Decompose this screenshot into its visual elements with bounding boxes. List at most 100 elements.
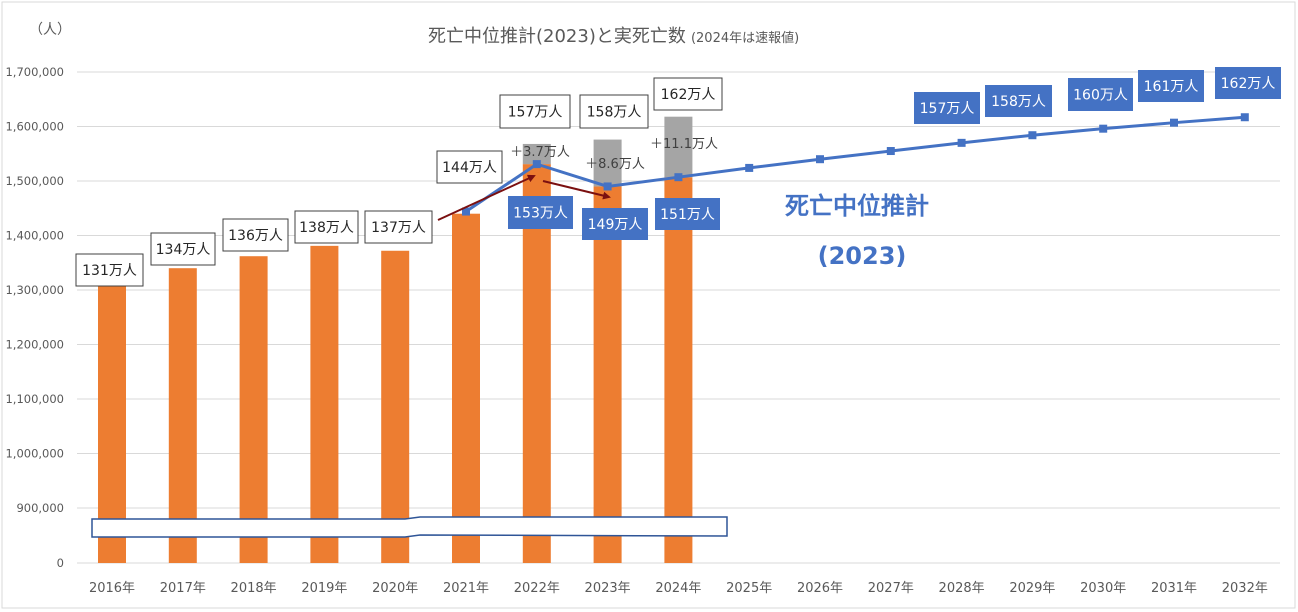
bar-actual <box>452 213 480 563</box>
bar-actual <box>168 268 197 563</box>
projection-data-label: 157万人 <box>914 92 980 124</box>
y-tick-label: 1,500,000 <box>5 174 64 188</box>
projection-line-path <box>465 115 1245 213</box>
actual-label-text: 137万人 <box>371 220 426 236</box>
projection-data-label: 153万人 <box>508 196 573 229</box>
projection-marker <box>745 163 754 172</box>
projection-label-box <box>985 85 1052 117</box>
actual-label-text: 131万人 <box>82 263 137 279</box>
x-tick-label: 2020年 <box>372 581 418 596</box>
actual-data-label: 158万人 <box>579 94 649 129</box>
x-tick-label: 2021年 <box>443 581 489 596</box>
projection-label-box <box>508 196 573 229</box>
y-tick-label: 1,100,000 <box>5 392 64 406</box>
projection-marker <box>1099 124 1108 133</box>
x-tick-label: 2018年 <box>231 581 277 596</box>
projection-label-text: 151万人 <box>660 207 715 223</box>
chart-title: 死亡中位推計(2023)と実死亡数 (2024年は速報値) <box>428 26 799 47</box>
projection-marker <box>886 147 895 156</box>
projection-line <box>462 113 1249 216</box>
projection-data-label: 160万人 <box>1068 78 1133 111</box>
x-tick-label: 2029年 <box>1009 581 1055 596</box>
projection-label-text: 157万人 <box>920 101 975 117</box>
projection-marker <box>603 182 612 191</box>
data-labels: 131万人 134万人 136万人 138万人 137万人 144万人 157万人 158万人… <box>75 67 1281 287</box>
x-tick-label: 2025年 <box>726 581 772 596</box>
y-tick-label: 1,700,000 <box>5 65 64 79</box>
y-axis-unit-label: （人） <box>29 22 71 38</box>
bar-actual <box>522 164 551 564</box>
x-tick-label: 2023年 <box>585 581 631 596</box>
projection-marker <box>532 160 541 169</box>
bars <box>98 116 693 564</box>
projection-label-text: 158万人 <box>991 94 1046 110</box>
actual-label-text: 138万人 <box>299 220 354 236</box>
actual-data-label: 131万人 <box>75 253 144 287</box>
projection-label-box <box>582 208 648 240</box>
axis-break <box>91 516 728 538</box>
x-tick-label: 2024年 <box>655 581 701 596</box>
projection-marker <box>1170 118 1178 127</box>
actual-label-box <box>75 253 144 287</box>
projection-marker <box>1028 131 1037 140</box>
x-tick-label: 2026年 <box>797 581 843 596</box>
actual-label-box <box>294 210 359 244</box>
projection-data-label: 161万人 <box>1138 70 1204 102</box>
projection-data-label: 149万人 <box>582 208 648 240</box>
actual-label-text: 162万人 <box>661 87 716 103</box>
projection-label-box <box>655 198 720 230</box>
chart-title-note: (2024年は速報値) <box>691 30 799 46</box>
bar-excess <box>664 116 693 178</box>
actual-label-text: 136万人 <box>228 228 283 244</box>
actual-label-text: 144万人 <box>442 160 497 176</box>
bar-actual <box>664 177 693 563</box>
actual-data-label: 136万人 <box>222 218 289 252</box>
actual-data-label: 137万人 <box>364 210 433 244</box>
arrows <box>437 174 611 221</box>
projection-data-label: 162万人 <box>1215 67 1281 99</box>
trend-arrow <box>437 174 536 221</box>
bar-actual <box>310 245 339 564</box>
excess-data-label: ＋3.7万人 <box>510 145 570 160</box>
x-tick-label: 2019年 <box>301 581 347 596</box>
actual-label-box <box>499 94 571 129</box>
excess-data-label: ＋8.6万人 <box>585 157 645 172</box>
projection-marker <box>674 173 683 182</box>
excess-data-label: ＋11.1万人 <box>650 137 718 152</box>
bar-actual <box>593 186 622 563</box>
y-tick-label: 1,200,000 <box>5 338 64 352</box>
bar-actual <box>239 256 268 563</box>
projection-data-label: 158万人 <box>985 85 1052 117</box>
actual-data-label: 134万人 <box>150 232 216 266</box>
x-tick-label: 2027年 <box>868 581 914 596</box>
actual-label-text: 158万人 <box>587 105 642 121</box>
actual-label-box <box>222 218 289 252</box>
x-tick-label: 2032年 <box>1222 581 1268 596</box>
actual-label-text: 157万人 <box>508 105 563 121</box>
actual-label-text: 134万人 <box>156 242 211 258</box>
projection-marker <box>816 155 824 164</box>
projection-label-text: 149万人 <box>588 217 643 233</box>
projection-marker <box>957 138 966 147</box>
actual-data-label: 144万人 <box>436 150 503 184</box>
projection-marker <box>462 207 470 216</box>
annotation-projection-title: 死亡中位推計 <box>785 192 929 220</box>
axis-labels: 0 900,000 1,000,000 1,100,000 1,200,000 1,300… <box>5 65 1267 596</box>
actual-label-box <box>579 94 649 129</box>
actual-label-box <box>653 77 723 111</box>
axis-break-mark <box>91 516 728 538</box>
bar-excess <box>593 139 622 187</box>
y-tick-label: 900,000 <box>16 501 64 515</box>
actual-data-label: 162万人 <box>653 77 723 111</box>
projection-data-label: 151万人 <box>655 198 720 230</box>
y-tick-label: 1,300,000 <box>5 283 64 297</box>
actual-data-label: 157万人 <box>499 94 571 129</box>
bar-actual <box>98 286 126 563</box>
projection-label-text: 153万人 <box>513 206 568 222</box>
actual-label-box <box>364 210 433 244</box>
y-tick-label: 1,400,000 <box>5 229 64 243</box>
y-tick-label: 1,600,000 <box>5 120 64 134</box>
y-tick-label: 1,000,000 <box>5 447 64 461</box>
x-tick-label: 2016年 <box>89 581 135 596</box>
actual-data-label: 138万人 <box>294 210 359 244</box>
